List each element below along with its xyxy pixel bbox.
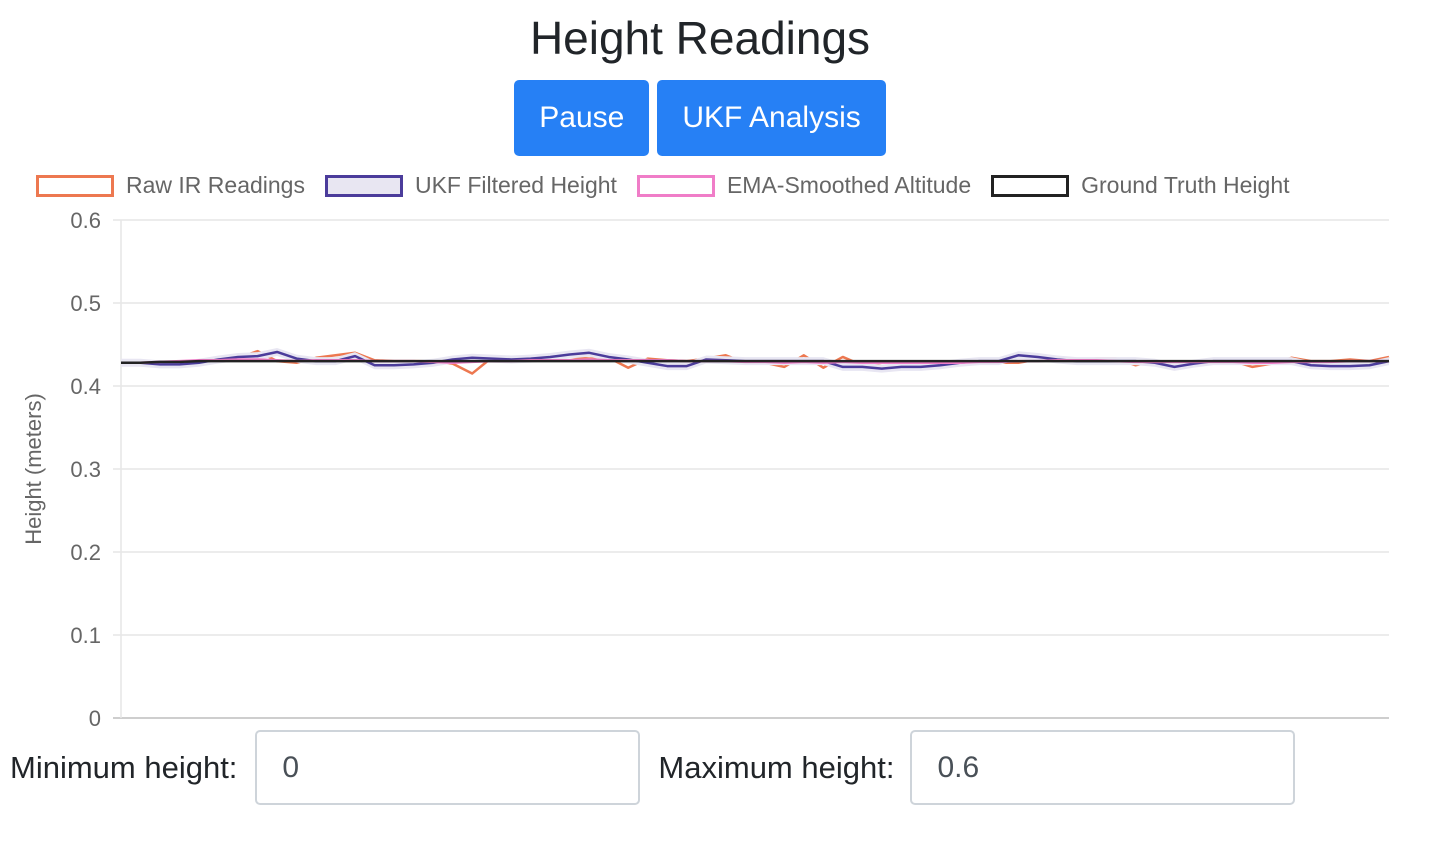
legend-swatch-ukf bbox=[324, 174, 403, 197]
legend-item-raw-ir[interactable]: Raw IR Readings bbox=[36, 172, 305, 199]
legend-label-raw-ir: Raw IR Readings bbox=[126, 172, 305, 198]
y-tick-label: 0.5 bbox=[70, 291, 101, 316]
page-title: Height Readings bbox=[529, 12, 871, 64]
y-axis-label: Height (meters) bbox=[21, 393, 46, 545]
height-range-form: Minimum height: Maximum height: bbox=[10, 730, 1296, 805]
min-height-input[interactable] bbox=[255, 730, 641, 805]
button-row: Pause UKF Analysis bbox=[0, 80, 1400, 156]
legend-label-ema: EMA-Smoothed Altitude bbox=[726, 172, 972, 198]
chart-grid bbox=[113, 219, 1389, 719]
legend-swatch-raw-ir bbox=[36, 174, 114, 197]
chart-axes: 0 0.1 0.2 0.3 0.4 0.5 0.6 bbox=[70, 208, 122, 730]
legend-label-ukf: UKF Filtered Height bbox=[414, 172, 617, 198]
pause-button[interactable]: Pause bbox=[514, 80, 650, 156]
chart-series bbox=[121, 347, 1390, 375]
legend-item-ground-truth[interactable]: Ground Truth Height bbox=[991, 172, 1290, 199]
y-tick-label: 0.1 bbox=[70, 623, 101, 648]
max-height-label: Maximum height: bbox=[658, 749, 895, 785]
legend-item-ema[interactable]: EMA-Smoothed Altitude bbox=[636, 172, 972, 199]
ukf-analysis-button[interactable]: UKF Analysis bbox=[657, 80, 886, 156]
y-tick-label: 0.6 bbox=[70, 208, 101, 233]
height-chart: 0 0.1 0.2 0.3 0.4 0.5 0.6 Height (meters) bbox=[21, 208, 1390, 730]
series-line-ground-truth-height bbox=[121, 359, 1389, 365]
legend-swatch-ema bbox=[636, 174, 715, 197]
legend-item-ukf[interactable]: UKF Filtered Height bbox=[324, 172, 617, 199]
y-tick-label: 0 bbox=[89, 706, 101, 730]
y-tick-label: 0.3 bbox=[70, 457, 101, 482]
y-tick-label: 0.2 bbox=[70, 540, 101, 565]
y-tick-label: 0.4 bbox=[70, 374, 101, 399]
legend-label-ground-truth: Ground Truth Height bbox=[1081, 172, 1290, 198]
legend-swatch-ground-truth bbox=[991, 174, 1070, 197]
max-height-input[interactable] bbox=[910, 730, 1296, 805]
min-height-label: Minimum height: bbox=[10, 749, 238, 785]
chart-legend: Raw IR Readings UKF Filtered Height EMA-… bbox=[36, 172, 1310, 199]
